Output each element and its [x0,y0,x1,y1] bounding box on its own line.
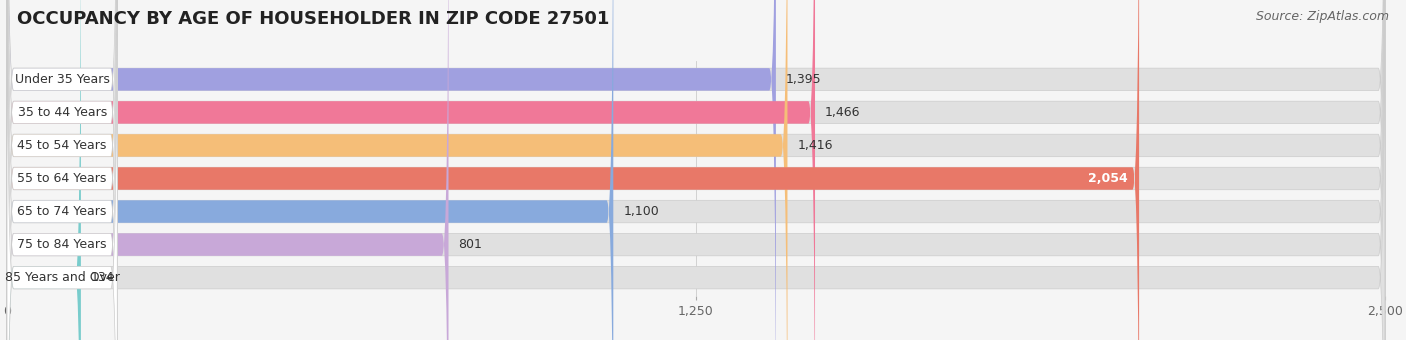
Text: 1,466: 1,466 [825,106,860,119]
Text: 45 to 54 Years: 45 to 54 Years [17,139,107,152]
FancyBboxPatch shape [7,0,1385,340]
FancyBboxPatch shape [7,0,815,340]
Text: 65 to 74 Years: 65 to 74 Years [17,205,107,218]
Text: Source: ZipAtlas.com: Source: ZipAtlas.com [1256,10,1389,23]
Text: 55 to 64 Years: 55 to 64 Years [17,172,107,185]
FancyBboxPatch shape [7,0,117,340]
FancyBboxPatch shape [7,0,117,340]
FancyBboxPatch shape [7,0,117,340]
Text: 801: 801 [458,238,482,251]
Text: 134: 134 [91,271,114,284]
FancyBboxPatch shape [7,0,1385,340]
FancyBboxPatch shape [7,0,776,340]
FancyBboxPatch shape [7,0,787,340]
FancyBboxPatch shape [7,0,1385,340]
FancyBboxPatch shape [7,0,613,340]
Text: 1,100: 1,100 [623,205,659,218]
Text: 1,416: 1,416 [797,139,832,152]
Text: OCCUPANCY BY AGE OF HOUSEHOLDER IN ZIP CODE 27501: OCCUPANCY BY AGE OF HOUSEHOLDER IN ZIP C… [17,10,609,28]
FancyBboxPatch shape [7,0,117,340]
Text: Under 35 Years: Under 35 Years [14,73,110,86]
FancyBboxPatch shape [7,0,1139,340]
FancyBboxPatch shape [7,0,1385,340]
Text: 35 to 44 Years: 35 to 44 Years [17,106,107,119]
FancyBboxPatch shape [7,0,117,340]
Text: 75 to 84 Years: 75 to 84 Years [17,238,107,251]
Text: 1,395: 1,395 [786,73,821,86]
FancyBboxPatch shape [7,0,449,340]
Text: 2,054: 2,054 [1088,172,1128,185]
FancyBboxPatch shape [7,0,1385,340]
FancyBboxPatch shape [7,0,1385,340]
FancyBboxPatch shape [7,0,82,340]
Text: 85 Years and Over: 85 Years and Over [4,271,120,284]
FancyBboxPatch shape [7,0,117,340]
FancyBboxPatch shape [7,0,1385,340]
FancyBboxPatch shape [7,0,117,340]
